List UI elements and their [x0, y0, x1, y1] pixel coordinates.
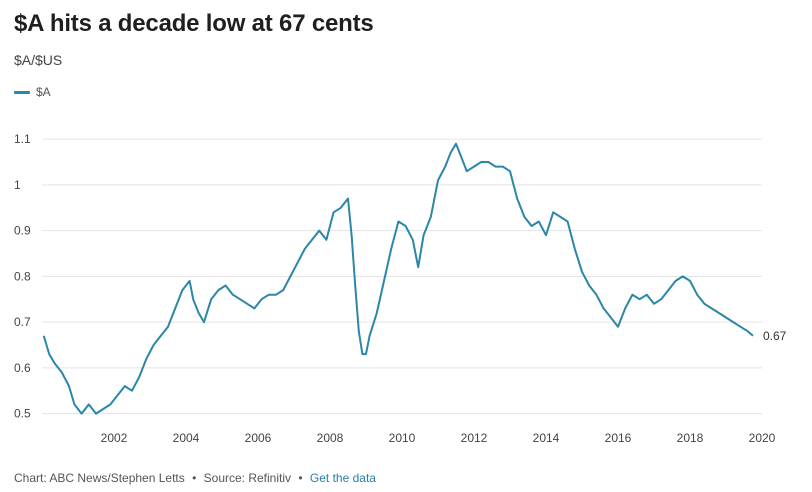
- footer-separator-2: •: [298, 471, 303, 485]
- x-tick-label: 2004: [173, 431, 200, 445]
- chart-title: $A hits a decade low at 67 cents: [14, 10, 374, 37]
- legend-label: $A: [36, 85, 51, 99]
- y-tick-label: 0.9: [14, 224, 31, 238]
- y-tick-label: 1.1: [14, 132, 31, 146]
- x-tick-label: 2012: [461, 431, 488, 445]
- x-tick-label: 2014: [533, 431, 560, 445]
- y-axis: 0.5 0.6 0.7 0.8 0.9 1 1.1: [14, 132, 31, 420]
- footer-source: Source: Refinitiv: [203, 471, 292, 485]
- gridlines: [42, 138, 762, 415]
- chart-footer: Chart: ABC News/Stephen Letts • Source: …: [14, 471, 376, 485]
- legend: $A: [14, 85, 51, 99]
- y-tick-label: 0.6: [14, 361, 31, 375]
- get-the-data-link[interactable]: Get the data: [309, 471, 376, 485]
- y-tick-label: 0.5: [14, 407, 31, 421]
- chart-subtitle: $A/$US: [14, 52, 63, 68]
- series-group: 0.67: [42, 142, 787, 415]
- x-tick-label: 2002: [101, 431, 128, 445]
- x-tick-label: 2008: [317, 431, 344, 445]
- footer-separator: •: [192, 471, 197, 485]
- y-tick-label: 0.7: [14, 315, 31, 329]
- y-tick-label: 0.8: [14, 269, 31, 283]
- series-line: [42, 142, 754, 415]
- footer-credit: Chart: ABC News/Stephen Letts: [14, 471, 185, 485]
- end-value-label: 0.67: [763, 329, 787, 343]
- x-tick-label: 2010: [389, 431, 416, 445]
- x-tick-label: 2016: [605, 431, 632, 445]
- y-tick-label: 1: [14, 178, 21, 192]
- x-tick-label: 2006: [245, 431, 272, 445]
- x-tick-label: 2018: [677, 431, 704, 445]
- x-axis: 2002 2004 2006 2008 2010 2012 2014 2016 2018 2020: [101, 431, 776, 445]
- legend-swatch: [14, 90, 30, 94]
- x-tick-label: 2020: [749, 431, 776, 445]
